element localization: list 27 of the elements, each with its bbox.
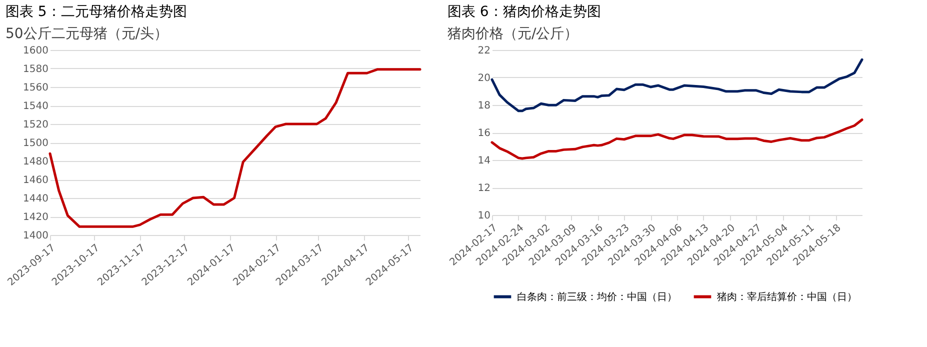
chart-subtitle: 50公斤二元母猪（元/头） — [5, 26, 168, 42]
y-tick-label: 1600 — [23, 46, 48, 56]
line-series — [490, 118, 864, 160]
y-tick-label: 1580 — [23, 64, 48, 75]
y-tick-label: 1540 — [23, 101, 48, 112]
y-tick-label: 1420 — [23, 212, 48, 223]
y-tick-label: 16 — [478, 128, 490, 139]
y-tick-label: 1440 — [23, 194, 48, 204]
y-tick-label: 1520 — [23, 120, 48, 130]
y-tick-label: 1460 — [23, 175, 48, 186]
y-tick-label: 1400 — [23, 230, 48, 242]
line-series — [48, 68, 422, 228]
y-tick-label: 12 — [478, 183, 490, 194]
y-tick-label: 14 — [478, 156, 490, 166]
y-tick-label: 1500 — [23, 138, 48, 149]
legend-label: 白条肉：前三级：均价：中国（日） — [517, 290, 677, 303]
chart-title: 图表 6：猪肉价格走势图 — [447, 4, 601, 20]
y-tick-label: 10 — [478, 210, 490, 222]
chart-title: 图表 5：二元母猪价格走势图 — [5, 4, 187, 20]
y-tick-label: 1480 — [23, 156, 48, 168]
legend-label: 猪肉：宰后结算价：中国（日） — [717, 290, 857, 303]
y-tick-label: 1560 — [23, 82, 48, 94]
chart-subtitle: 猪肉价格（元/公斤） — [447, 26, 578, 42]
y-tick-label: 20 — [478, 73, 490, 84]
y-tick-label: 22 — [478, 46, 490, 56]
line-series — [490, 58, 864, 112]
y-tick-label: 18 — [478, 100, 490, 112]
